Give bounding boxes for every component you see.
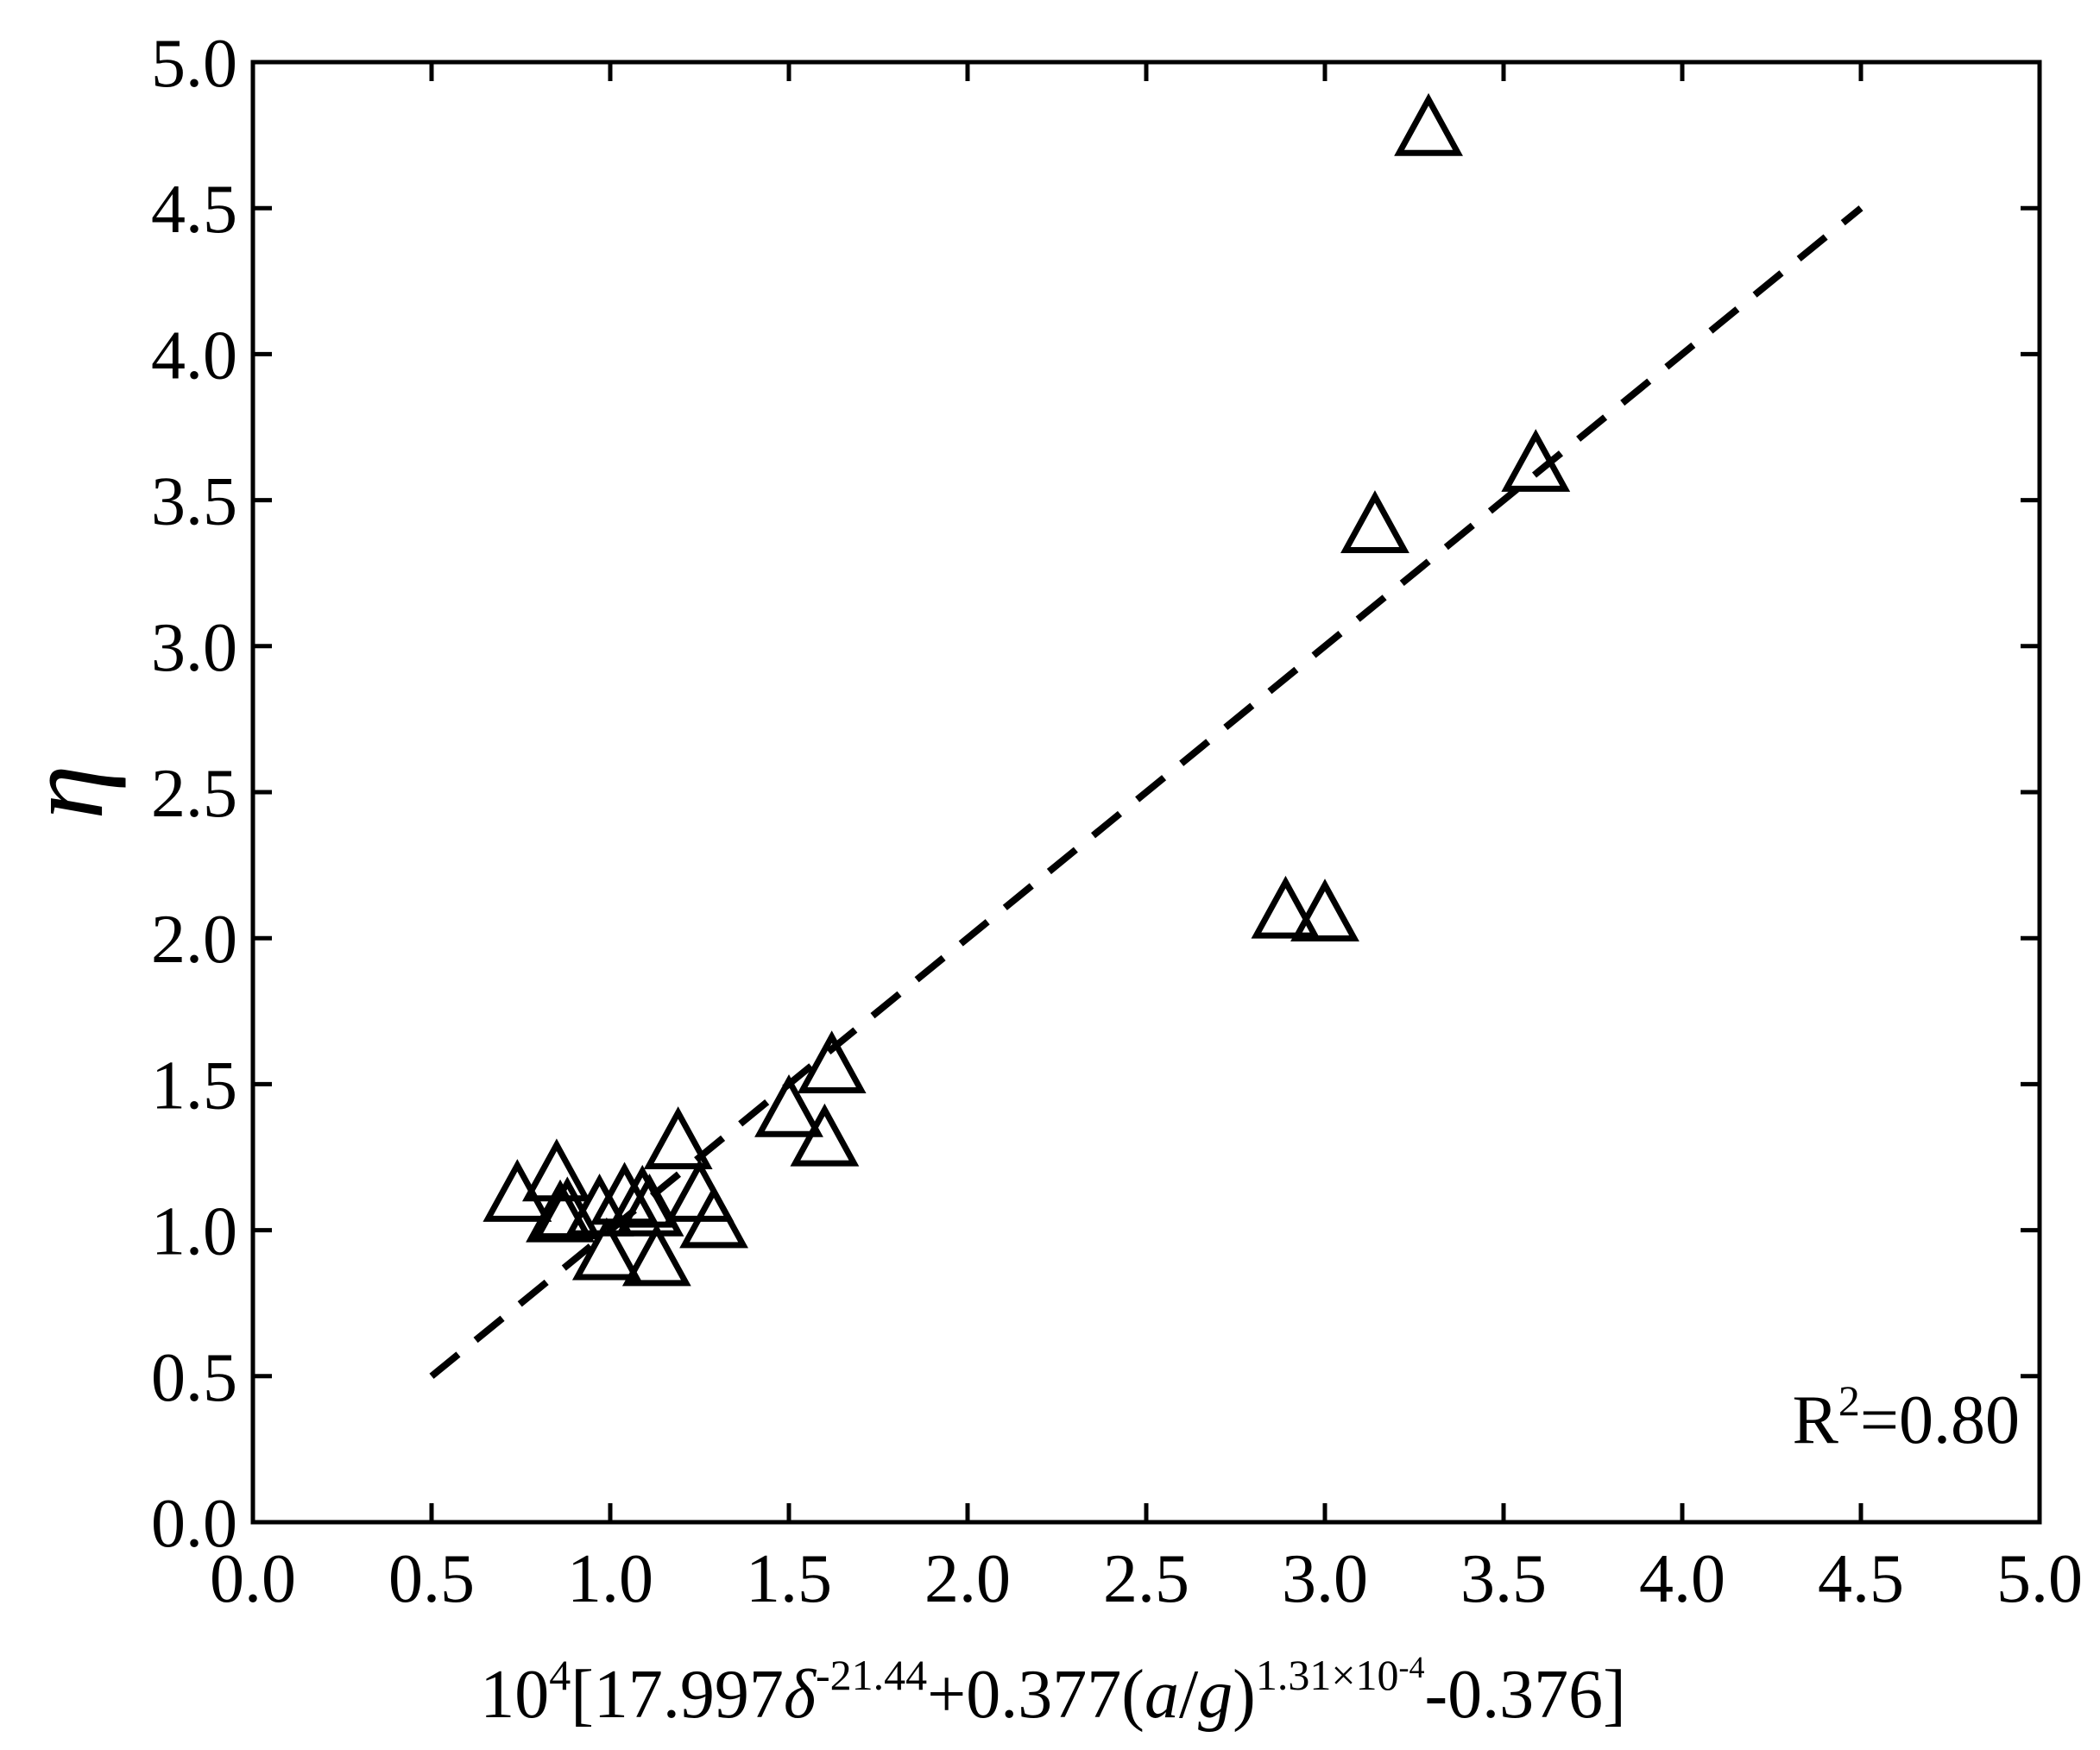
x-tick-label: 0.5 — [388, 1541, 475, 1617]
data-point-triangle — [571, 1217, 641, 1281]
y-tick-label: 3.0 — [151, 610, 237, 686]
y-tick-label: 0.5 — [151, 1340, 237, 1416]
x-tick-label: 0.0 — [210, 1541, 296, 1617]
x-tick-label: 1.5 — [746, 1541, 832, 1617]
y-tick-label: 2.5 — [151, 756, 237, 832]
y-axis-ticks: 0.0 0.5 1.0 1.5 2.0 2.5 3.0 3.5 4.0 4.5 5.0 — [151, 26, 2040, 1562]
x-tick-label: 3.5 — [1460, 1541, 1547, 1617]
y-tick-label: 4.5 — [151, 172, 237, 248]
x-axis-ticks: 0.0 0.5 1.0 1.5 2.0 2.5 3.0 3.5 4.0 4.5 5.0 — [210, 62, 2083, 1617]
data-point-triangle — [1501, 429, 1571, 492]
data-point-triangle — [797, 1030, 867, 1093]
data-points — [482, 92, 1571, 1287]
data-point-triangle — [790, 1103, 860, 1167]
x-axis-label: 104[17.997δ-21.44+0.377(a/g)1.31×10-4-0.… — [480, 1650, 1626, 1733]
data-point-triangle — [615, 1174, 684, 1237]
data-point-triangle — [643, 1106, 713, 1169]
y-tick-label: 3.5 — [151, 464, 237, 540]
data-point-triangle — [1394, 92, 1463, 156]
fit-line-layer — [429, 205, 1864, 1379]
x-tick-label: 2.0 — [924, 1541, 1011, 1617]
data-point-triangle — [1290, 878, 1359, 942]
y-axis-label: η — [3, 765, 126, 820]
data-point-triangle — [1340, 490, 1409, 553]
data-point-triangle — [621, 1223, 691, 1287]
data-point-triangle — [1251, 875, 1321, 939]
x-tick-label: 3.0 — [1282, 1541, 1368, 1617]
x-tick-label: 5.0 — [1996, 1541, 2083, 1617]
r-squared-annotation: R2=0.80 — [1793, 1376, 2020, 1458]
data-point-triangle — [679, 1185, 748, 1249]
x-tick-label: 4.5 — [1818, 1541, 1904, 1617]
y-tick-label: 1.0 — [151, 1194, 237, 1270]
x-tick-label: 1.0 — [567, 1541, 653, 1617]
x-tick-label: 2.5 — [1103, 1541, 1189, 1617]
data-point-triangle — [754, 1073, 823, 1137]
y-tick-label: 2.0 — [151, 902, 237, 978]
y-tick-label: 4.0 — [151, 318, 237, 393]
y-tick-label: 0.0 — [151, 1486, 237, 1562]
x-tick-label: 4.0 — [1639, 1541, 1725, 1617]
y-tick-label: 5.0 — [151, 26, 237, 102]
y-tick-label: 1.5 — [151, 1048, 237, 1124]
fit-line — [429, 205, 1864, 1379]
